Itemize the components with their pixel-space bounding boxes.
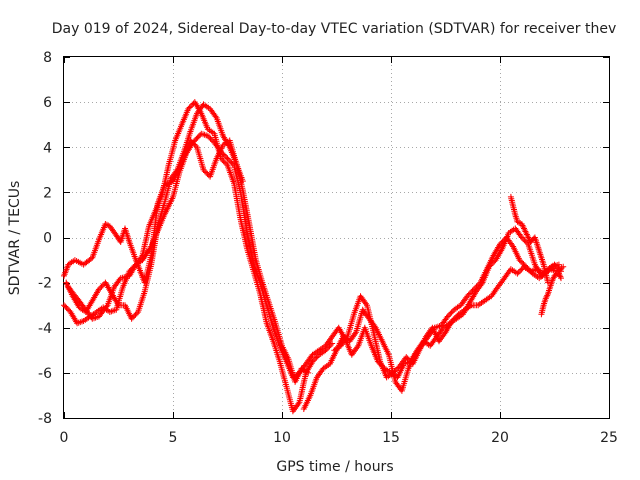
- y-axis-label: SDTVAR / TECUs: [7, 181, 23, 296]
- x-tick-labels: 0 5 10 15 20 25: [60, 430, 618, 446]
- series-track-7: [507, 193, 551, 286]
- x-tick-label: 15: [382, 430, 400, 446]
- series-track-4: [65, 130, 564, 381]
- y-tick-label: 2: [43, 185, 52, 201]
- x-tick-label: 10: [273, 430, 291, 446]
- y-tick-label: -2: [38, 276, 52, 292]
- y-tick-label: 4: [43, 140, 52, 156]
- data-point-markers: [331, 263, 567, 381]
- y-tick-label: -6: [38, 366, 52, 382]
- data-point-markers: [65, 130, 564, 381]
- y-tick-label: 0: [43, 231, 52, 247]
- series-track-1: [61, 137, 246, 286]
- y-tick-label: -4: [38, 321, 52, 337]
- data-point-markers: [507, 193, 551, 286]
- plot-frame: [63, 56, 610, 419]
- x-axis-label: GPS time / hours: [276, 459, 393, 475]
- x-tick-label: 20: [491, 430, 509, 446]
- y-tick-label: 6: [43, 95, 52, 111]
- data-point-markers: [538, 270, 564, 318]
- y-tick-label: -8: [38, 411, 52, 427]
- x-tick-label: 5: [169, 430, 178, 446]
- y-tick-label: 8: [43, 50, 52, 66]
- x-tick-label: 0: [60, 430, 69, 446]
- y-tick-labels: -8 -6 -4 -2 0 2 4 6 8: [38, 50, 52, 427]
- series-track-5: [300, 234, 562, 412]
- chart-title: Day 019 of 2024, Sidereal Day-to-day VTE…: [52, 21, 616, 37]
- tick-marks: [64, 57, 610, 419]
- series-track-8: [538, 270, 564, 318]
- data-point-markers: [300, 234, 562, 412]
- data-point-markers: [61, 137, 246, 286]
- x-tick-label: 25: [600, 430, 618, 446]
- data-series: [61, 99, 567, 415]
- series-track-6: [331, 263, 567, 381]
